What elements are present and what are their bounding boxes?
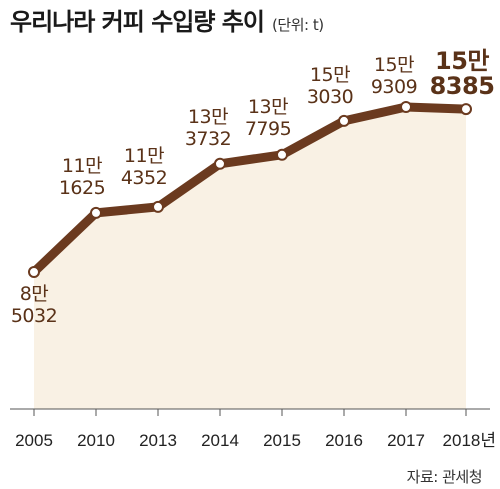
data-points-group (28, 101, 472, 278)
data-label: 1625 (59, 177, 105, 199)
data-label: 7795 (245, 118, 291, 140)
area-fill (34, 107, 466, 409)
data-point (400, 101, 412, 113)
data-label: 9309 (371, 76, 417, 98)
data-label: 15만 (310, 64, 350, 86)
x-tick-label: 2015 (263, 431, 301, 450)
x-axis: 2005 2010 2013 2014 2015 2016 2017 2018년 (10, 408, 496, 450)
chart-unit: (단위: t) (272, 16, 324, 34)
x-tick-label: 2017 (387, 431, 425, 450)
data-label: 8385 (430, 72, 495, 100)
data-label: 15만 (435, 47, 489, 75)
area-fill-group (34, 107, 466, 409)
chart-title: 우리나라 커피 수입량 추이 (10, 8, 265, 36)
data-label: 5032 (11, 305, 57, 327)
data-point (276, 148, 288, 161)
x-tick-label: 2010 (77, 431, 115, 450)
data-label: 11만 (124, 145, 164, 167)
data-label: 3732 (185, 128, 231, 150)
data-point (460, 103, 472, 116)
data-point (152, 200, 164, 213)
x-tick-label: 2018년 (443, 431, 496, 450)
data-point (28, 266, 40, 278)
x-tick-label: 2016 (325, 431, 363, 450)
title-area: 우리나라 커피 수입량 추이 (단위: t) (10, 2, 324, 37)
data-point (214, 157, 226, 170)
data-label: 4352 (121, 167, 167, 189)
x-tick-label: 2005 (15, 431, 53, 450)
chart-source: 자료: 관세청 (406, 468, 483, 486)
series-line (29, 102, 471, 277)
data-labels-group: 8만503211만162511만435213만373213만779515만303… (11, 47, 495, 327)
data-point (90, 206, 102, 219)
x-tick-label: 2013 (139, 431, 177, 450)
data-label: 8만 (20, 283, 49, 305)
x-tick-label: 2014 (201, 431, 239, 450)
data-label: 13만 (248, 96, 288, 118)
data-point (338, 114, 350, 127)
data-label: 13만 (188, 106, 228, 128)
data-label: 11만 (62, 155, 102, 177)
series-line-group (29, 102, 471, 277)
data-label: 3030 (307, 86, 353, 108)
data-label: 15만 (374, 54, 414, 76)
